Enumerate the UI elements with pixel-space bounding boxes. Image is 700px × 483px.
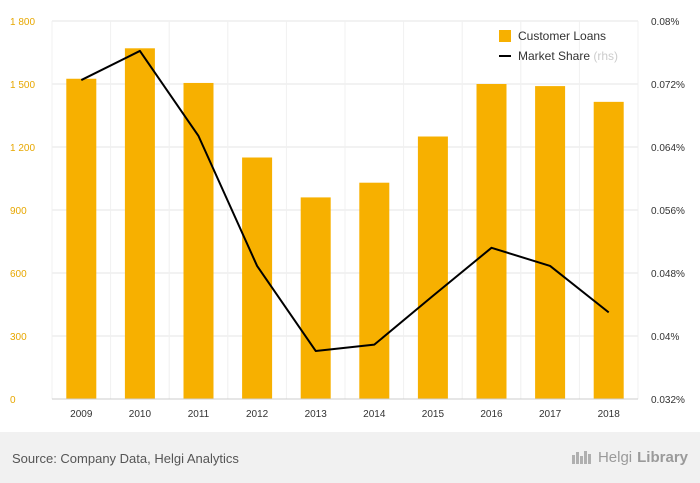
y-right-tick-label: 0.048% xyxy=(651,269,685,280)
footer-bar: Source: Company Data, Helgi Analytics He… xyxy=(0,432,700,483)
x-tick-label: 2009 xyxy=(70,409,93,420)
y-right-tick-label: 0.064% xyxy=(651,143,685,154)
brand-logo[interactable]: Helgi Library xyxy=(571,447,688,467)
y-right-tick-label: 0.032% xyxy=(651,395,685,406)
y-left-tick-label: 300 xyxy=(10,332,27,343)
bar xyxy=(183,82,214,399)
library-icon xyxy=(571,451,591,464)
legend-label-customer-loans: Customer Loans xyxy=(518,29,606,43)
x-tick-label: 2012 xyxy=(246,409,269,420)
bar xyxy=(124,48,155,400)
y-right-tick-label: 0.04% xyxy=(651,332,679,343)
x-tick-label: 2010 xyxy=(129,409,152,420)
x-tick-label: 2014 xyxy=(363,409,386,420)
y-right-tick-label: 0.056% xyxy=(651,206,685,217)
legend-swatch-bar xyxy=(499,30,511,42)
bar xyxy=(535,86,566,399)
line-layer xyxy=(80,49,610,352)
y-left-tick-label: 1 200 xyxy=(10,143,35,154)
bar xyxy=(359,182,390,399)
axis-layer: 0 300 600 900 1 200 1 500 1 800 0.032% 0.04% 0.04… xyxy=(10,17,685,420)
chart-svg: 0 300 600 900 1 200 1 500 1 800 0.032% 0.04% 0.04… xyxy=(10,17,685,420)
x-tick-label: 2015 xyxy=(422,409,445,420)
market-share-line xyxy=(80,49,610,352)
brand-suffix: Library xyxy=(637,448,688,466)
x-tick-label: 2016 xyxy=(480,409,503,420)
bars-layer xyxy=(66,48,624,400)
x-tick-label: 2011 xyxy=(188,409,210,420)
legend-label-rhs: (rhs) xyxy=(593,49,618,63)
brand-prefix: Helgi xyxy=(597,448,633,466)
bar xyxy=(593,101,624,399)
y-left-tick-label: 0 xyxy=(10,395,16,406)
x-tick-label: 2017 xyxy=(539,409,562,420)
bar xyxy=(300,197,331,399)
y-right-tick-label: 0.08% xyxy=(651,17,679,28)
y-left-tick-label: 1 800 xyxy=(10,17,35,28)
y-left-tick-label: 1 500 xyxy=(10,80,35,91)
legend: Customer Loans Market Share (rhs) xyxy=(499,29,618,63)
bar xyxy=(66,78,97,399)
bar xyxy=(242,157,273,399)
bar xyxy=(476,84,507,399)
legend-label-market-share: Market Share (rhs) xyxy=(518,49,618,63)
y-right-tick-label: 0.072% xyxy=(651,80,685,91)
y-left-tick-label: 900 xyxy=(10,206,27,217)
x-tick-label: 2013 xyxy=(305,409,328,420)
x-tick-label: 2018 xyxy=(598,409,621,420)
bar xyxy=(417,136,448,399)
y-left-tick-label: 600 xyxy=(10,269,27,280)
source-note: Source: Company Data, Helgi Analytics xyxy=(12,451,239,466)
